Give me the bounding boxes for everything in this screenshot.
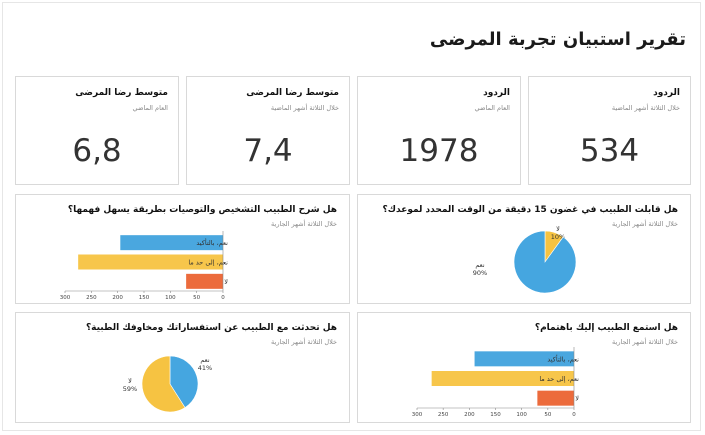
slice-value-label: 59% [123, 385, 137, 393]
tick-label: 0 [221, 295, 225, 301]
chart-card-explanation: هل شرح الطبيب التشخيص والتوصيات بطريقة ي… [15, 194, 350, 304]
chart-title: هل استمع الطبيب إليك باهتمام؟ [534, 323, 678, 333]
tick-label: 150 [139, 295, 150, 301]
kpi-subtitle: خلال الثلاثة أشهر الماضية [270, 104, 339, 112]
tick-label: 150 [490, 412, 501, 418]
chart-subtitle: خلال الثلاثة أشهر الجارية [271, 338, 337, 346]
tick-label: 300 [412, 412, 423, 418]
chart-subtitle: خلال الثلاثة أشهر الجارية [271, 220, 337, 228]
chart-subtitle: خلال الثلاثة أشهر الجارية [612, 338, 678, 346]
bar [78, 254, 223, 270]
tick-label: 300 [60, 295, 71, 301]
tick-label: 250 [438, 412, 449, 418]
kpi-value: 7,4 [243, 133, 293, 169]
tick-label: 50 [544, 412, 551, 418]
tick-label: 200 [112, 295, 123, 301]
slice-value-label: 90% [473, 269, 487, 277]
slice-value-label: 41% [198, 364, 212, 372]
dashboard-frame: تقرير استبيان تجربة المرضى الردود خلال ا… [2, 2, 701, 431]
bar [474, 351, 574, 367]
tick-label: 250 [86, 295, 97, 301]
category-label: نعم، بالتأكيد [547, 354, 579, 363]
category-label: نعم، بالتأكيد [196, 238, 228, 247]
tick-label: 200 [464, 412, 475, 418]
slice-label: لا [556, 225, 560, 233]
tick-label: 50 [193, 295, 200, 301]
tick-label: 0 [572, 412, 576, 418]
chart-title: هل تحدثت مع الطبيب عن استفساراتك ومخاوفك… [85, 323, 337, 333]
slice-label: نعم [200, 356, 209, 364]
kpi-title: متوسط رضا المرضى [75, 88, 168, 98]
chart-card-concerns: هل تحدثت مع الطبيب عن استفساراتك ومخاوفك… [15, 312, 350, 423]
pie-slice [513, 230, 577, 294]
category-label: لا [575, 395, 579, 403]
bar [537, 390, 574, 406]
kpi-title: متوسط رضا المرضى [246, 88, 339, 98]
kpi-value: 534 [579, 133, 640, 169]
kpi-card-satisfaction-year: متوسط رضا المرضى العام الماضي 6,8 [15, 76, 179, 185]
kpi-subtitle: العام الماضي [132, 104, 168, 112]
kpi-subtitle: العام الماضي [474, 104, 510, 112]
bar [186, 273, 223, 289]
pie-slice [141, 355, 186, 413]
page-title: تقرير استبيان تجربة المرضى [429, 29, 686, 50]
kpi-card-responses-quarter: الردود خلال الثلاثة أشهر الماضية 534 [528, 76, 691, 185]
kpi-title: الردود [483, 88, 510, 98]
kpi-title: الردود [653, 88, 680, 98]
kpi-card-satisfaction-quarter: متوسط رضا المرضى خلال الثلاثة أشهر الماض… [186, 76, 350, 185]
slice-label: لا [128, 377, 132, 385]
kpi-subtitle: خلال الثلاثة أشهر الماضية [611, 104, 680, 112]
tick-label: 100 [516, 412, 527, 418]
kpi-value: 1978 [399, 133, 479, 169]
kpi-card-responses-year: الردود العام الماضي 1978 [357, 76, 521, 185]
chart-title: هل قابلت الطبيب في غضون 15 دقيقة من الوق… [382, 205, 678, 215]
bar [431, 371, 574, 386]
category-label: لا [224, 278, 228, 286]
chart-subtitle: خلال الثلاثة أشهر الجارية [612, 220, 678, 228]
slice-label: نعم [475, 261, 484, 269]
tick-label: 100 [165, 295, 176, 301]
category-label: نعم، إلى حد ما [539, 375, 579, 383]
bar [120, 235, 223, 251]
chart-title: هل شرح الطبيب التشخيص والتوصيات بطريقة ي… [67, 205, 337, 215]
chart-card-on-time: هل قابلت الطبيب في غضون 15 دقيقة من الوق… [357, 194, 691, 304]
bar-chart-listening: نعم، بالتأكيد نعم، إلى حد ما لا 0 50 100 150 20… [412, 347, 579, 418]
bar-chart-explanation: نعم، بالتأكيد نعم، إلى حد ما لا 0 50 100 150 20… [60, 231, 228, 301]
slice-value-label: 10% [551, 233, 565, 241]
chart-card-listening: هل استمع الطبيب إليك باهتمام؟ خلال الثلا… [357, 312, 691, 423]
category-label: نعم، إلى حد ما [188, 259, 228, 267]
kpi-value: 6,8 [72, 133, 122, 169]
